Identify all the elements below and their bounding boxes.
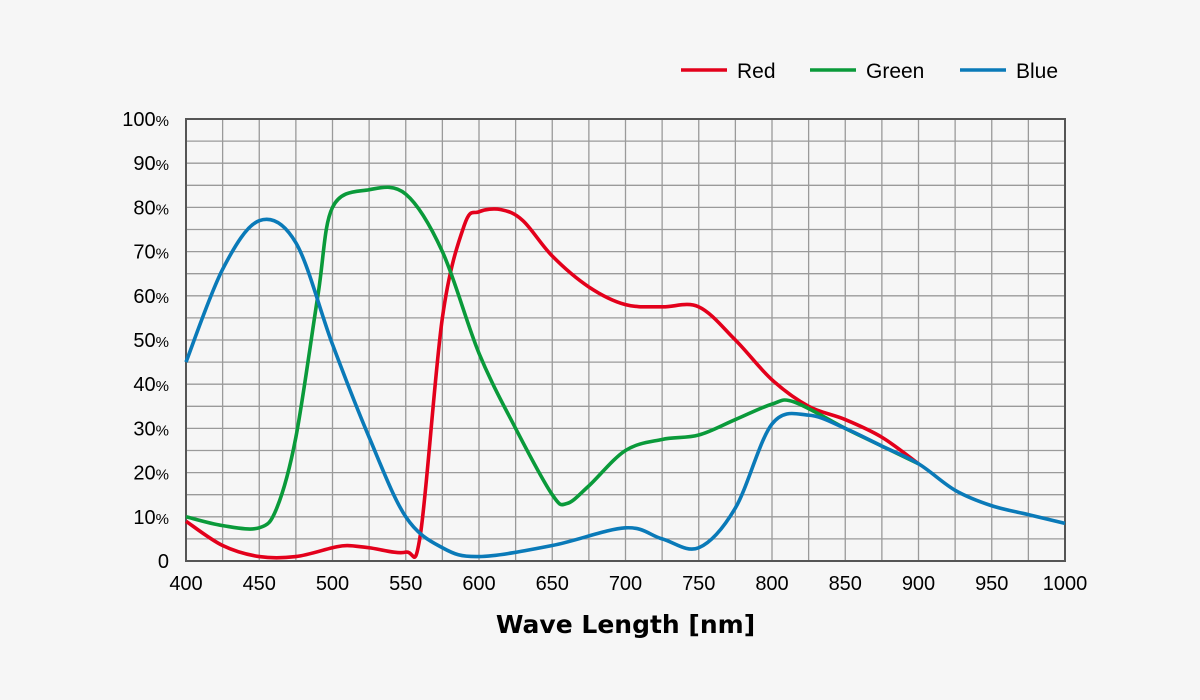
x-tick-label: 700 — [609, 573, 642, 595]
x-tick-label: 1000 — [1043, 573, 1088, 595]
y-tick-unit: % — [156, 511, 169, 528]
y-tick-unit: % — [156, 422, 169, 439]
y-tick-label: 100% — [122, 109, 169, 131]
y-tick-unit: % — [156, 157, 169, 174]
y-tick-unit: % — [156, 378, 169, 395]
y-tick-value: 50 — [133, 330, 155, 352]
y-tick-value: 90 — [133, 153, 155, 175]
x-tick-label: 600 — [462, 573, 495, 595]
y-tick-unit: % — [156, 290, 169, 307]
x-axis-label: Wave Length [nm] — [496, 610, 755, 639]
y-tick-unit: % — [156, 201, 169, 218]
x-tick-label: 500 — [316, 573, 349, 595]
x-tick-label: 650 — [536, 573, 569, 595]
y-tick-unit: % — [156, 113, 169, 130]
x-tick-label: 950 — [975, 573, 1008, 595]
y-tick-value: 80 — [133, 197, 155, 219]
y-tick-label: 10% — [133, 507, 169, 529]
y-tick-unit: % — [156, 246, 169, 263]
y-tick-value: 40 — [133, 374, 155, 396]
y-tick-unit: % — [156, 467, 169, 484]
x-tick-label: 450 — [243, 573, 276, 595]
y-tick-value: 0 — [158, 551, 169, 573]
x-tick-label: 800 — [755, 573, 788, 595]
grid — [186, 119, 1065, 561]
y-tick-unit: % — [156, 334, 169, 351]
x-tick-label: 850 — [829, 573, 862, 595]
legend-label: Red — [737, 60, 776, 83]
x-tick-label: 550 — [389, 573, 422, 595]
y-tick-label: 0 — [158, 551, 169, 573]
legend-item-green: Green — [810, 60, 924, 83]
plot-frame — [185, 118, 1066, 562]
legend-item-red: Red — [681, 60, 776, 83]
legend: Red Green Blue — [681, 60, 1058, 83]
legend-item-blue: Blue — [960, 60, 1058, 83]
x-tick-label: 750 — [682, 573, 715, 595]
series-line-green — [185, 185, 920, 531]
series-line-red — [184, 207, 920, 560]
y-tick-value: 10 — [133, 507, 155, 529]
x-axis-ticks: 400 450 500 550 600 650 700 750 800 850 900 950 1000 — [169, 573, 1087, 595]
y-tick-value: 60 — [133, 286, 155, 308]
y-tick-value: 100 — [122, 109, 155, 131]
y-axis-ticks: 010%20%30%40%50%60%70%80%90%100% — [122, 109, 169, 573]
legend-label: Green — [866, 60, 924, 83]
y-tick-label: 30% — [133, 418, 169, 440]
y-tick-label: 20% — [133, 463, 169, 485]
y-tick-value: 70 — [133, 242, 155, 264]
y-tick-label: 60% — [133, 286, 169, 308]
x-tick-label: 400 — [169, 573, 202, 595]
series-layer — [184, 185, 1066, 560]
y-tick-value: 30 — [133, 418, 155, 440]
series-line-blue — [184, 217, 1066, 559]
legend-label: Blue — [1016, 60, 1058, 83]
y-tick-label: 90% — [133, 153, 169, 175]
x-tick-label: 900 — [902, 573, 935, 595]
y-tick-label: 80% — [133, 197, 169, 219]
y-tick-value: 20 — [133, 463, 155, 485]
y-tick-label: 40% — [133, 374, 169, 396]
y-tick-label: 70% — [133, 242, 169, 264]
y-tick-label: 50% — [133, 330, 169, 352]
